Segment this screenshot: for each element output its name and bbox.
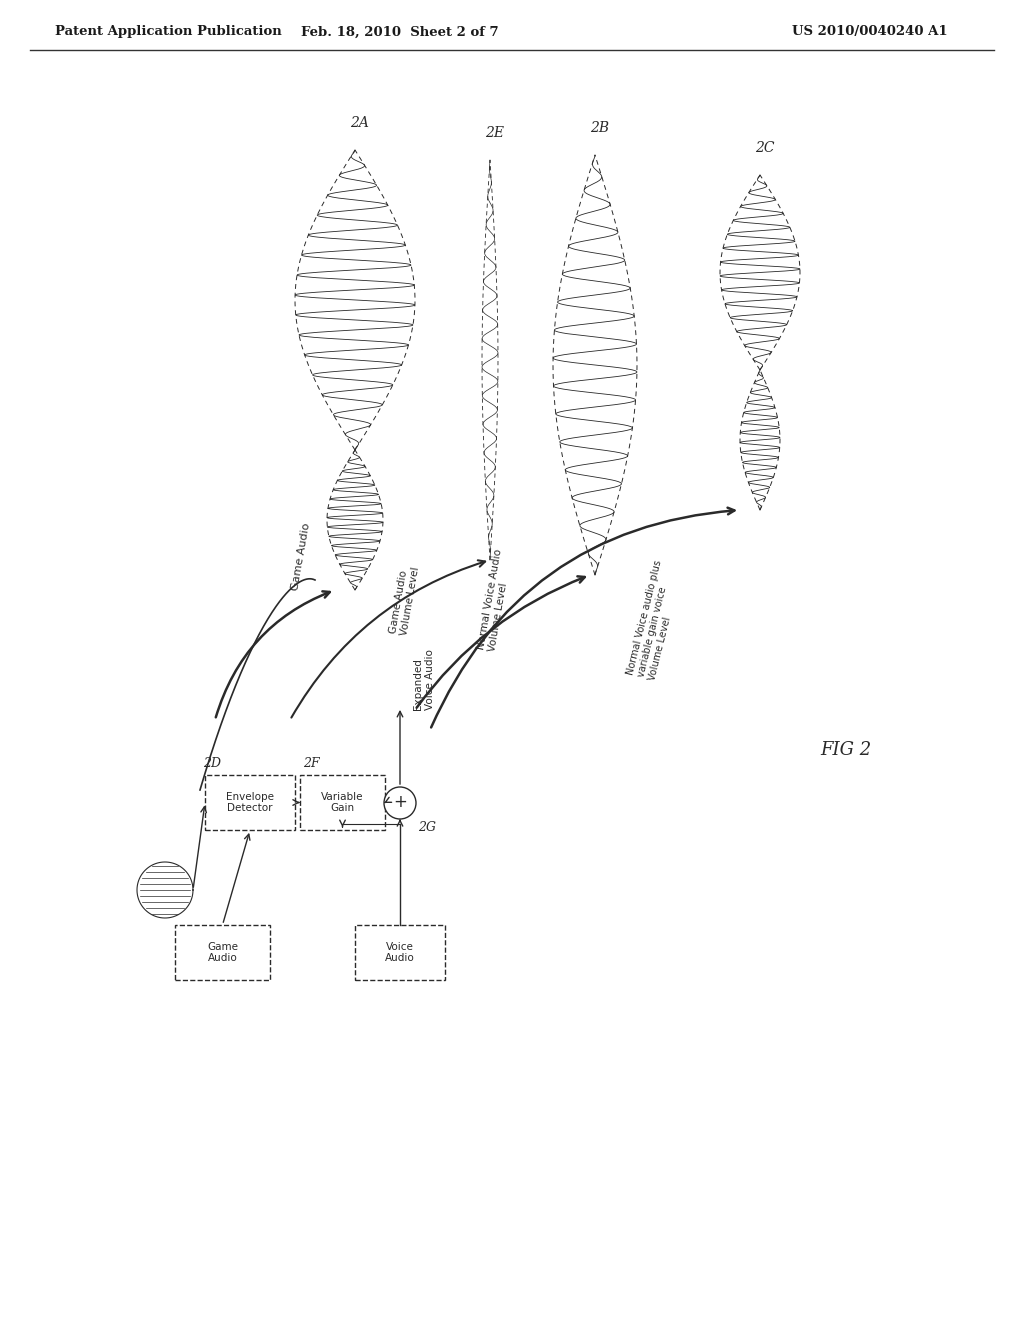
Text: Game
Audio: Game Audio xyxy=(207,941,238,964)
Text: Game Audio
Volume Level: Game Audio Volume Level xyxy=(388,564,421,636)
Text: Patent Application Publication: Patent Application Publication xyxy=(55,25,282,38)
Text: Game Audio: Game Audio xyxy=(290,521,312,591)
Text: 2F: 2F xyxy=(303,756,319,770)
Text: Voice
Audio: Voice Audio xyxy=(385,941,415,964)
Text: Normal Voice audio plus
variable gain voice
Volume Level: Normal Voice audio plus variable gain vo… xyxy=(625,558,686,681)
Bar xyxy=(300,775,385,830)
Text: Normal Voice Audio
Volume Level: Normal Voice Audio Volume Level xyxy=(476,548,515,652)
Text: 2A: 2A xyxy=(350,116,370,129)
Text: 2C: 2C xyxy=(756,141,775,154)
Bar xyxy=(175,925,270,979)
Text: 2E: 2E xyxy=(485,125,505,140)
Text: Feb. 18, 2010  Sheet 2 of 7: Feb. 18, 2010 Sheet 2 of 7 xyxy=(301,25,499,38)
Text: 2G: 2G xyxy=(418,821,436,834)
Text: Variable
Gain: Variable Gain xyxy=(322,792,364,813)
Bar xyxy=(205,775,295,830)
Text: FIG 2: FIG 2 xyxy=(820,741,871,759)
Bar xyxy=(355,925,445,979)
Text: US 2010/0040240 A1: US 2010/0040240 A1 xyxy=(793,25,948,38)
Text: +: + xyxy=(393,793,407,810)
Circle shape xyxy=(384,787,416,818)
Text: 2D: 2D xyxy=(203,756,221,770)
Text: Envelope
Detector: Envelope Detector xyxy=(226,792,274,813)
Text: Expanded
Voice Audio: Expanded Voice Audio xyxy=(413,649,434,710)
Text: 2B: 2B xyxy=(591,121,609,135)
